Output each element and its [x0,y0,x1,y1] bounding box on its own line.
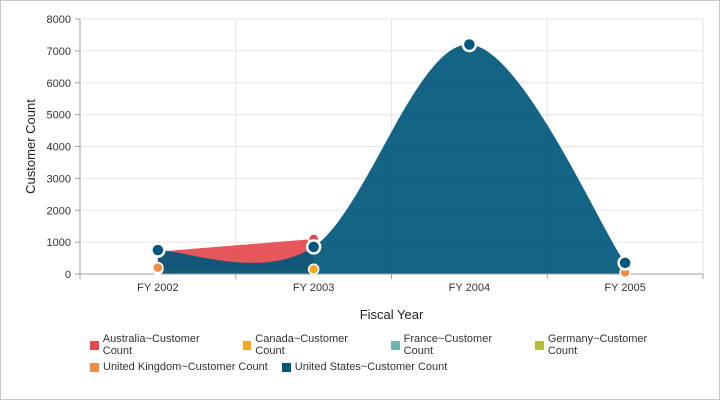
legend-item-canada-customer-count[interactable]: Canada~Customer Count [242,333,377,357]
legend-label: United Kingdom~Customer Count [103,361,268,373]
x-axis-title: Fiscal Year [360,307,424,322]
united-states-customer-count-point[interactable] [305,239,322,255]
y-tick-label: 8000 [47,14,71,26]
x-axis-ticks: FY 2002 FY 2003 FY 2004 FY 2005 [79,274,704,294]
y-tick-label: 0 [65,269,71,281]
series-areas [157,44,626,274]
y-tick-label: 4000 [47,142,71,154]
united-states-customer-count-point[interactable] [461,36,478,53]
legend-swatch [90,340,99,350]
legend-row: Australia~Customer Count Canada~Customer … [90,333,690,357]
series-markers [150,36,633,279]
legend-label: Australia~Customer Count [102,333,200,357]
legend-swatch [390,340,400,350]
x-tick-label: FY 2002 [137,282,178,294]
legend-row: United Kingdom~Customer Count United Stat… [90,356,690,378]
canada-customer-count-point[interactable] [307,263,320,275]
legend-label: Germany~Customer Count [547,333,648,357]
y-tick-label: 2000 [47,205,71,217]
y-tick-label: 3000 [47,173,71,185]
legend-swatch [281,362,291,372]
legend-swatch [535,340,544,350]
x-tick-label: FY 2005 [604,282,645,294]
legend-item-united-states-customer-count[interactable]: United States~Customer Count [281,361,448,373]
y-axis-title: Customer Count [23,99,38,194]
legend-swatch [242,340,252,350]
y-tick-label: 6000 [47,78,71,90]
legend-label: United States~Customer Count [294,361,448,373]
y-tick-label: 1000 [47,237,71,249]
legend: Australia~Customer Count Canada~Customer … [90,333,690,378]
united-states-customer-count-point[interactable] [617,255,633,271]
united-states-customer-count-area [157,44,626,274]
united-states-customer-count-point[interactable] [150,242,166,258]
x-tick-label: FY 2003 [293,282,334,294]
legend-item-germany-customer-count[interactable]: Germany~Customer Count [535,333,676,357]
legend-label: Canada~Customer Count [255,333,348,357]
legend-label: France~Customer Count [403,333,492,357]
y-tick-label: 5000 [47,110,71,122]
legend-item-australia-customer-count[interactable]: Australia~Customer Count [90,333,229,357]
legend-item-france-customer-count[interactable]: France~Customer Count [390,333,521,357]
y-tick-label: 7000 [47,46,71,58]
y-axis-ticks: 0 1000 2000 3000 4000 5000 6000 7000 8000 [47,14,80,281]
legend-swatch [90,362,99,372]
united-kingdom-customer-count-point[interactable] [152,261,164,274]
legend-item-united-kingdom-customer-count[interactable]: United Kingdom~Customer Count [90,361,268,373]
x-tick-label: FY 2004 [449,282,490,294]
